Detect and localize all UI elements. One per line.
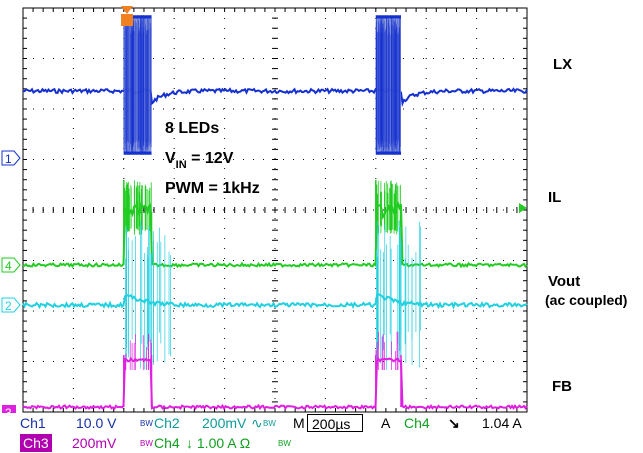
annotation-vin-rest: = 12V bbox=[187, 150, 234, 167]
ch2-marker-arrow bbox=[1, 297, 21, 313]
ch2-bandwidth-icon: BW bbox=[263, 419, 276, 428]
label-lx: LX bbox=[553, 56, 572, 73]
ch4-scale: ↓ 1.00 A Ω bbox=[186, 435, 251, 451]
trigger-box-icon bbox=[121, 14, 133, 26]
annotation-vin-sub: IN bbox=[176, 159, 187, 171]
ch2-label: Ch2 bbox=[154, 415, 180, 431]
ch1-bandwidth-icon: BW bbox=[140, 419, 153, 428]
ch4-label: Ch4 bbox=[154, 435, 180, 451]
trace-lx bbox=[22, 87, 528, 108]
annotation-vin: VIN = 12V bbox=[165, 150, 234, 171]
ch2-marker-number: 2 bbox=[5, 299, 12, 313]
ch3-scale: 200mV bbox=[72, 435, 117, 451]
ch1-marker-arrow bbox=[1, 150, 21, 166]
ch2-scale: 200mV bbox=[202, 415, 247, 431]
trigger-level: 1.04 A bbox=[482, 415, 522, 431]
trigger-mode: A bbox=[381, 415, 391, 431]
annotation-leds: 8 LEDs bbox=[165, 120, 219, 137]
ch1-label: Ch1 bbox=[20, 415, 46, 431]
trigger-level-icon bbox=[519, 203, 527, 213]
channel-markers: 1423 bbox=[1, 6, 527, 420]
trigger-position-icon bbox=[121, 6, 133, 14]
annotation-vin-main: V bbox=[165, 150, 176, 167]
ch4-bandwidth-icon: BW bbox=[278, 439, 291, 448]
annotation-pwm: PWM = 1kHz bbox=[165, 180, 260, 197]
trace-il bbox=[22, 199, 528, 269]
graticule bbox=[22, 7, 528, 413]
ch4-marker-number: 4 bbox=[5, 259, 12, 273]
trigger-slope-icon: ↘ bbox=[448, 415, 460, 431]
label-vout-coupling: (ac coupled) bbox=[545, 292, 627, 308]
trace-fb bbox=[22, 356, 528, 411]
label-vout: Vout bbox=[548, 273, 580, 290]
label-fb: FB bbox=[552, 378, 572, 395]
ch1-scale: 10.0 V bbox=[76, 415, 117, 431]
timebase-value: 200µs bbox=[307, 414, 363, 432]
ch4-marker-arrow bbox=[1, 257, 21, 273]
trace-vout bbox=[22, 293, 528, 310]
trigger-source: Ch4 bbox=[404, 415, 430, 431]
ch1-marker-number: 1 bbox=[5, 152, 12, 166]
label-il: IL bbox=[548, 189, 561, 206]
ch3-bandwidth-icon: BW bbox=[140, 439, 153, 448]
timebase-label: M bbox=[293, 415, 305, 431]
ch3-label: Ch3 bbox=[20, 434, 52, 452]
waveform-traces bbox=[22, 15, 528, 411]
scope-status-bar: Ch1 10.0 V BW Ch2 200mV ∿ BW M 200µs A C… bbox=[0, 413, 643, 453]
ac-coupling-icon: ∿ bbox=[251, 415, 263, 431]
